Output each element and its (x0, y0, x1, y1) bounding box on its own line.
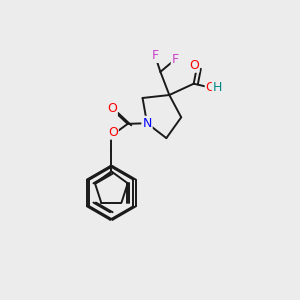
Text: F: F (172, 53, 179, 66)
Text: O: O (189, 59, 199, 72)
Text: N: N (142, 117, 152, 130)
Text: O: O (108, 126, 118, 139)
Text: F: F (152, 49, 159, 62)
Text: O: O (206, 81, 216, 94)
Text: O: O (107, 103, 117, 116)
Text: H: H (213, 81, 222, 94)
